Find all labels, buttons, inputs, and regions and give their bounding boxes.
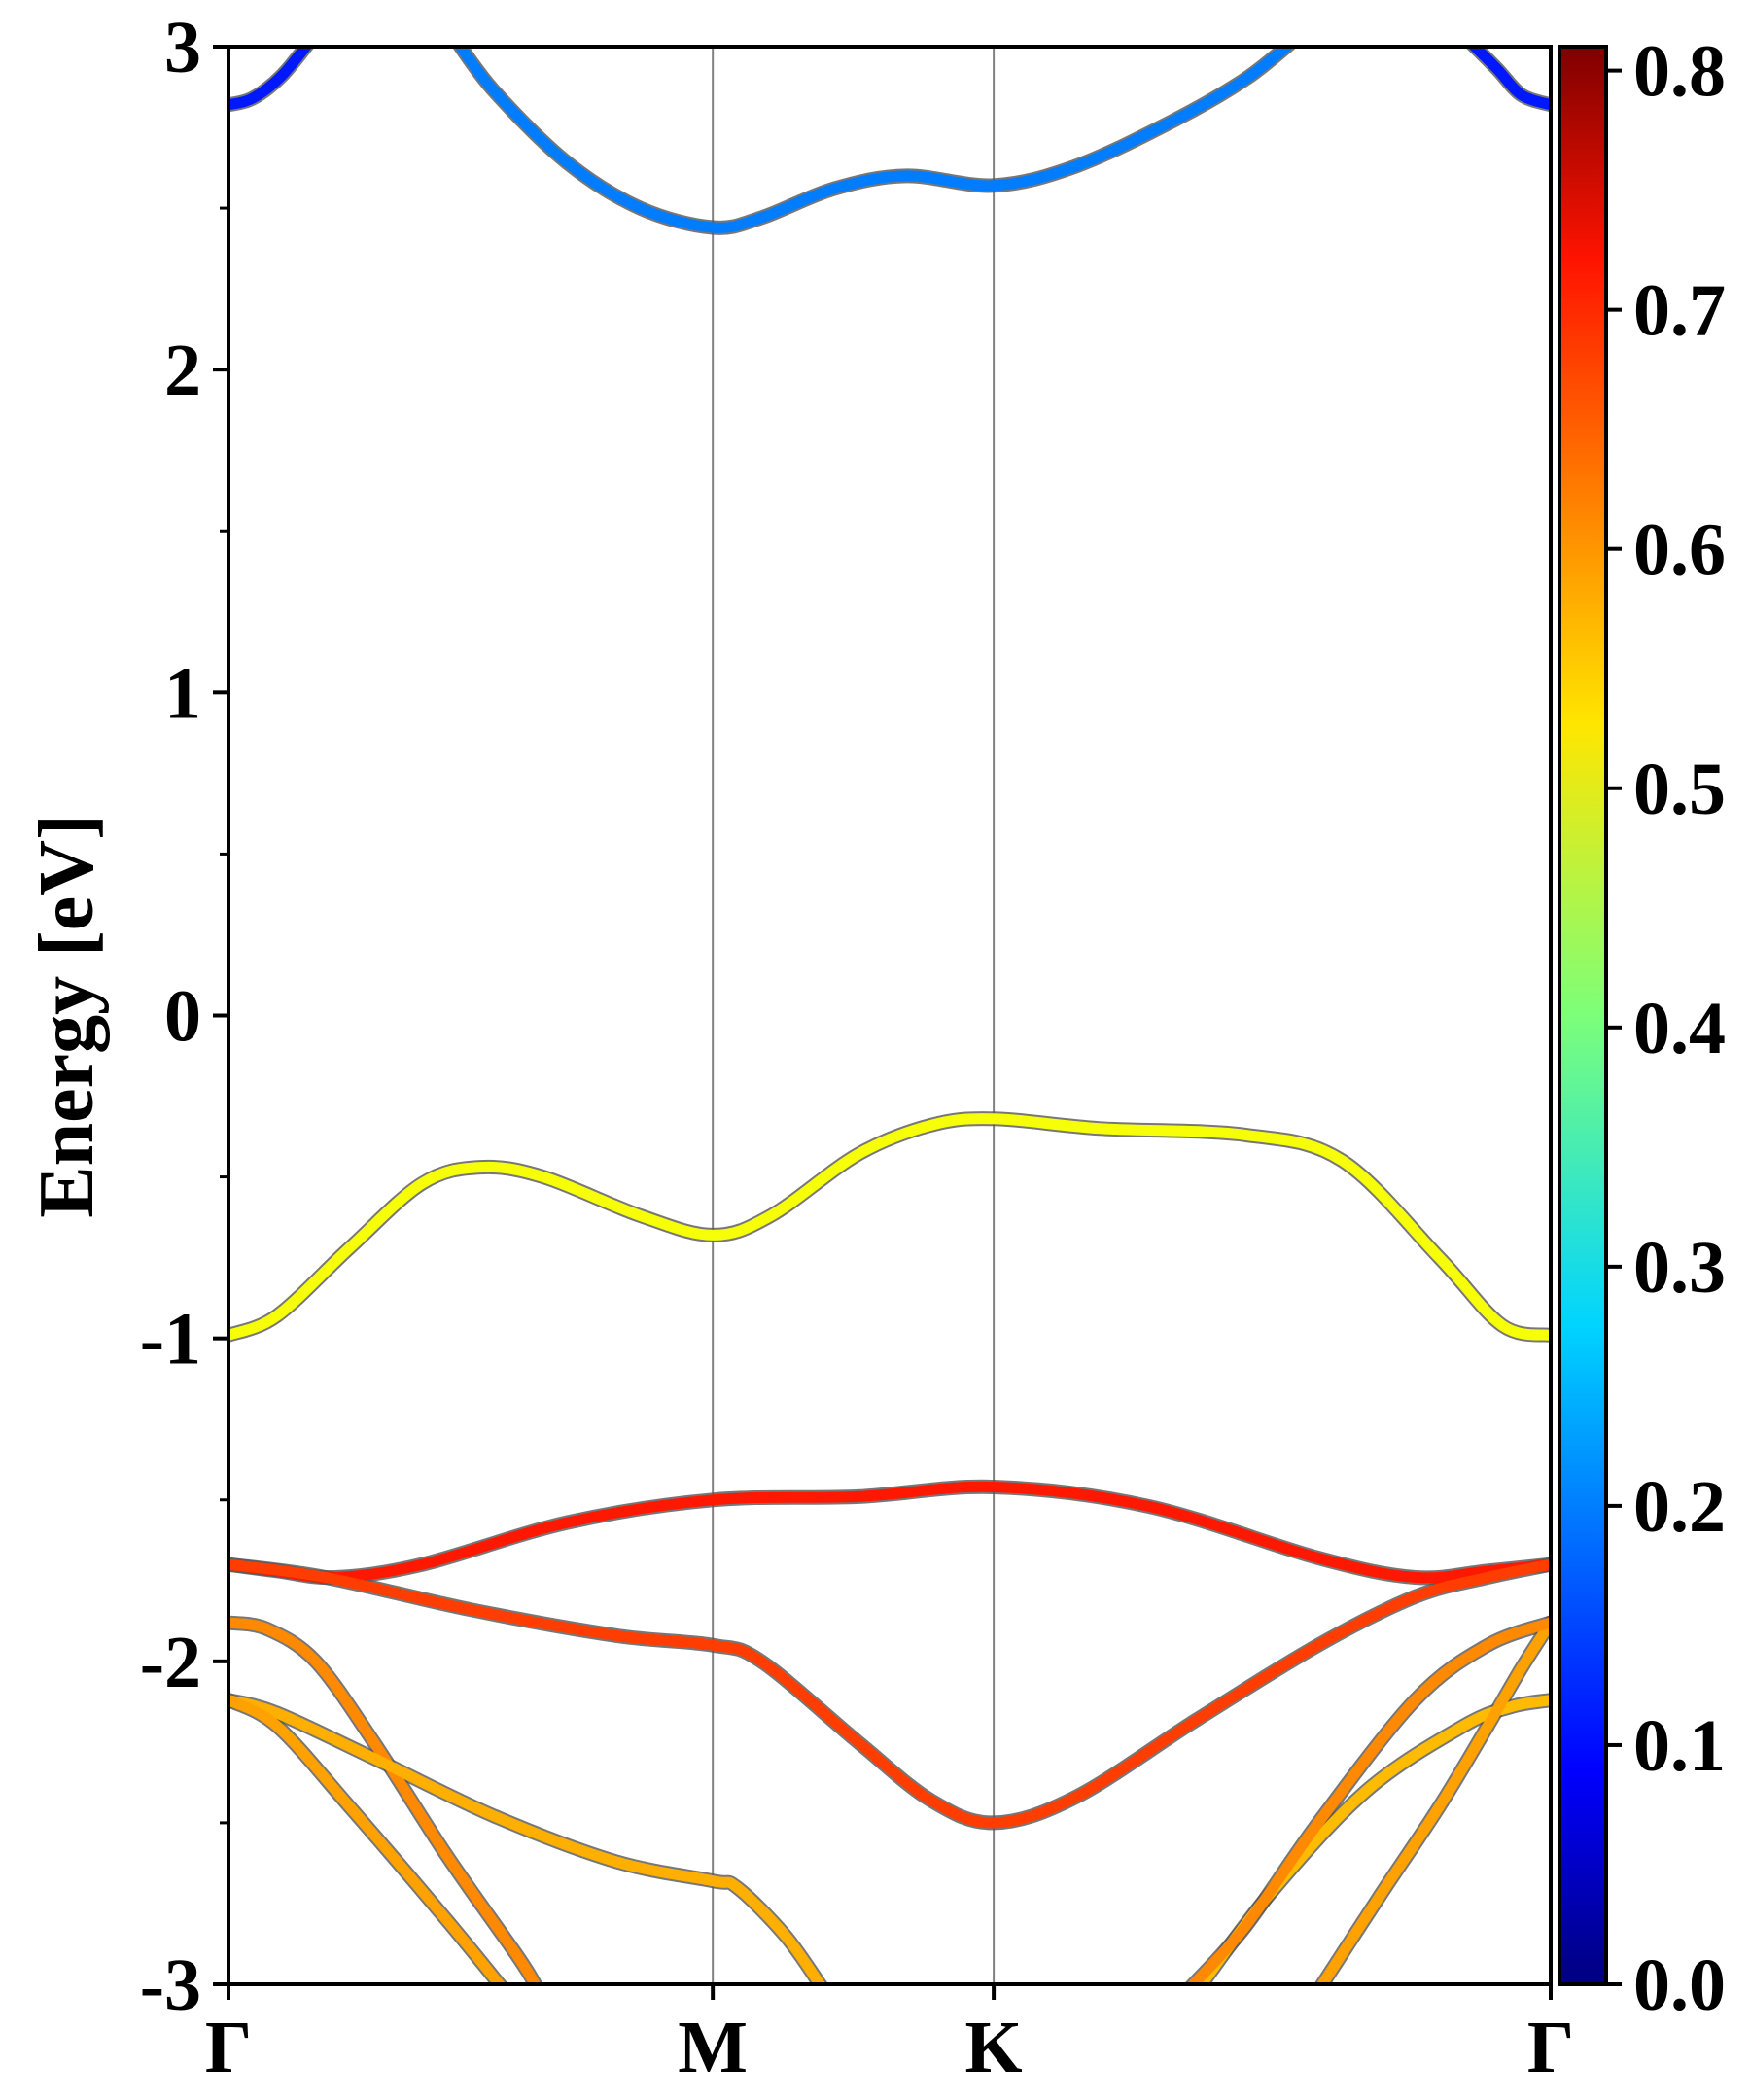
colorbar: 0.0 0.1 0.2 0.3 0.4 0.5 0.6 0.7 0.8 bbox=[1558, 31, 1726, 2026]
colorbar-gradient bbox=[1558, 45, 1608, 1986]
band-7-outline bbox=[228, 1615, 543, 1984]
band-5 bbox=[228, 1481, 1551, 1584]
colorbar-tick-label: 0.8 bbox=[1633, 31, 1726, 113]
y-tick-label: -3 bbox=[140, 1944, 201, 2026]
colorbar-ticks: 0.0 0.1 0.2 0.3 0.4 0.5 0.6 0.7 0.8 bbox=[1606, 31, 1726, 2026]
band-9 bbox=[228, 1695, 507, 1984]
y-tick-label: -2 bbox=[140, 1622, 201, 1703]
band-7 bbox=[228, 1617, 542, 1984]
y-axis: 3 2 1 0 -1 -2 -3 bbox=[140, 7, 228, 2026]
y-tick-label: 1 bbox=[164, 652, 201, 734]
band-4 bbox=[228, 1113, 1551, 1341]
band-2 bbox=[454, 47, 1295, 233]
band-8 bbox=[228, 1695, 826, 1984]
x-tick-label: K bbox=[965, 2007, 1023, 2088]
colorbar-tick-label: 0.7 bbox=[1633, 270, 1726, 352]
colorbar-tick-label: 0.4 bbox=[1633, 988, 1726, 1069]
band-6 bbox=[228, 1558, 1551, 1829]
y-axis-label: Energy [eV] bbox=[24, 814, 110, 1217]
band-4-outline bbox=[228, 1111, 1551, 1343]
colorbar-tick-label: 0.6 bbox=[1633, 509, 1726, 591]
band-12 bbox=[1186, 1617, 1551, 1984]
band-1 bbox=[228, 47, 313, 111]
y-tick-label: -1 bbox=[140, 1299, 201, 1381]
band-2-outline bbox=[451, 47, 1298, 235]
y-tick-label: 3 bbox=[164, 7, 201, 88]
x-tick-label: M bbox=[678, 2007, 748, 2088]
band-11 bbox=[1315, 1617, 1551, 1984]
x-tick-label: Γ bbox=[1527, 2007, 1574, 2088]
high-symmetry-lines bbox=[712, 47, 996, 1984]
y-tick-label: 2 bbox=[164, 330, 201, 411]
colorbar-tick-label: 0.1 bbox=[1633, 1705, 1726, 1787]
colorbar-tick-label: 0.3 bbox=[1633, 1227, 1726, 1309]
plot-frame bbox=[227, 45, 1553, 1986]
band-lines bbox=[228, 47, 1551, 1984]
x-tick-label: Γ bbox=[205, 2007, 252, 2088]
colorbar-tick-label: 0.0 bbox=[1633, 1944, 1726, 2026]
band-8-outline bbox=[228, 1693, 829, 1984]
colorbar-tick-label: 0.5 bbox=[1633, 749, 1726, 830]
y-tick-label: 0 bbox=[164, 976, 201, 1058]
band-3 bbox=[1467, 47, 1551, 111]
colorbar-tick-label: 0.2 bbox=[1633, 1466, 1726, 1548]
